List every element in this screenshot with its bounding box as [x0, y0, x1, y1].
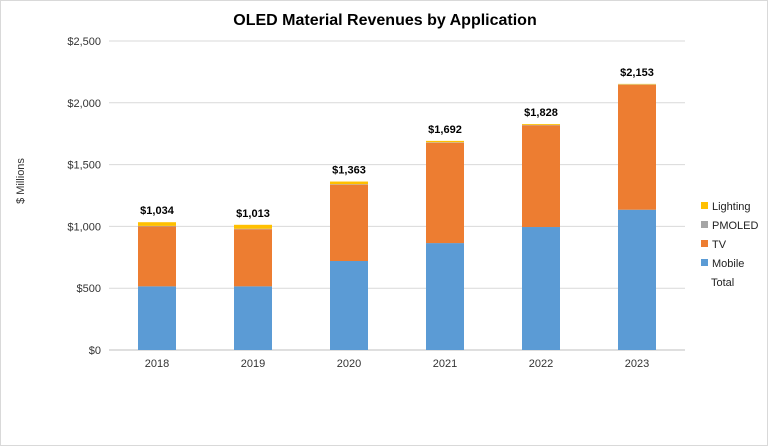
- total-labels: $1,034 $1,013 $1,363 $1,692 $1,828 $2,153: [140, 67, 654, 220]
- total-label-2021: $1,692: [428, 124, 462, 136]
- y-axis-ticks: $0 $500 $1,000 $1,500 $2,000 $2,500: [67, 36, 101, 357]
- y-tick-label: $1,000: [67, 221, 101, 233]
- bar-lighting-2020: [330, 182, 368, 185]
- y-axis-title: $ Millions: [15, 158, 27, 204]
- x-tick-label: 2019: [241, 358, 265, 370]
- legend-label-mobile: Mobile: [712, 258, 744, 270]
- x-tick-label: 2020: [337, 358, 361, 370]
- x-tick-label: 2023: [625, 358, 649, 370]
- bar-lighting-2021: [426, 141, 464, 142]
- x-tick-label: 2018: [145, 358, 169, 370]
- legend: Lighting PMOLED TV Mobile Total: [701, 201, 759, 289]
- total-label-2022: $1,828: [524, 107, 558, 119]
- legend-label-pmoled: PMOLED: [712, 220, 759, 232]
- legend-swatch-tv: [701, 240, 708, 247]
- bar-mobile-2018: [138, 286, 176, 350]
- chart-title: OLED Material Revenues by Application: [233, 12, 536, 29]
- bar-tv-2018: [138, 226, 176, 286]
- legend-swatch-mobile: [701, 259, 708, 266]
- legend-label-total: Total: [711, 277, 734, 289]
- bar-tv-2020: [330, 185, 368, 261]
- total-label-2019: $1,013: [236, 208, 270, 220]
- legend-swatch-lighting: [701, 202, 708, 209]
- y-tick-label: $2,000: [67, 98, 101, 110]
- bar-mobile-2023: [618, 210, 656, 350]
- bars: [138, 84, 656, 350]
- total-label-2018: $1,034: [140, 205, 175, 217]
- y-tick-label: $500: [77, 283, 101, 295]
- legend-label-tv: TV: [712, 239, 727, 251]
- total-label-2023: $2,153: [620, 67, 654, 79]
- bar-tv-2022: [522, 125, 560, 227]
- y-tick-label: $0: [89, 345, 101, 357]
- legend-swatch-pmoled: [701, 221, 708, 228]
- bar-tv-2019: [234, 229, 272, 286]
- x-tick-label: 2022: [529, 358, 553, 370]
- gridlines: [109, 41, 685, 350]
- bar-mobile-2022: [522, 227, 560, 350]
- bar-tv-2021: [426, 143, 464, 243]
- bar-mobile-2021: [426, 243, 464, 350]
- total-label-2020: $1,363: [332, 165, 366, 177]
- bar-mobile-2020: [330, 261, 368, 350]
- bar-lighting-2018: [138, 222, 176, 226]
- y-tick-label: $1,500: [67, 160, 101, 172]
- y-tick-label: $2,500: [67, 36, 101, 48]
- legend-label-lighting: Lighting: [712, 201, 751, 213]
- x-axis-ticks: 2018 2019 2020 2021 2022 2023: [145, 358, 649, 370]
- bar-tv-2023: [618, 85, 656, 210]
- bar-mobile-2019: [234, 286, 272, 350]
- x-tick-label: 2021: [433, 358, 457, 370]
- bar-lighting-2022: [522, 124, 560, 125]
- bar-lighting-2019: [234, 225, 272, 229]
